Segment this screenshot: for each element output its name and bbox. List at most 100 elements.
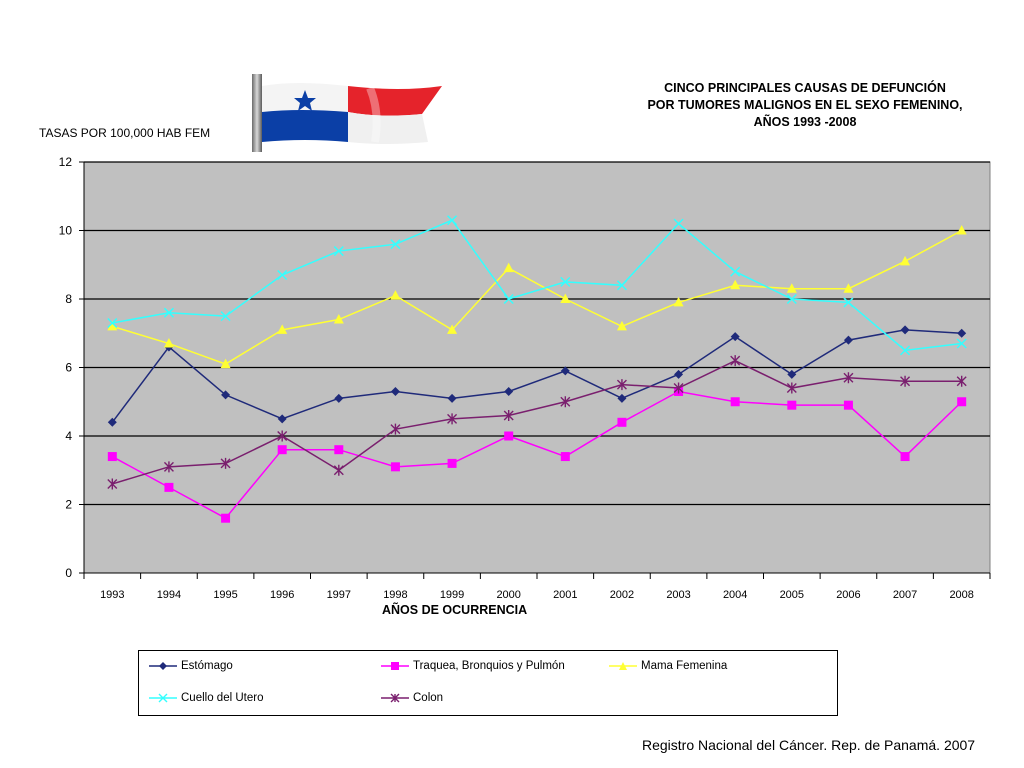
series-cuello-del-utero-point bbox=[560, 276, 571, 287]
y-tick-label: 4 bbox=[65, 429, 72, 443]
series-traquea-bronquios-y-pulmon-point bbox=[221, 513, 231, 523]
legend-label: Traquea, Bronquios y Pulmón bbox=[413, 660, 565, 672]
legend-label: Estómago bbox=[181, 660, 233, 672]
series-colon-point bbox=[616, 379, 627, 391]
chart-title-line-2: POR TUMORES MALIGNOS EN EL SEXO FEMENINO… bbox=[647, 98, 963, 112]
series-colon-point bbox=[107, 478, 118, 490]
legend-item-traquea-bronquios-y-pulmon: Traquea, Bronquios y Pulmón bbox=[381, 660, 565, 672]
series-mama-femenina-point bbox=[390, 290, 401, 300]
series-cuello-del-utero-point bbox=[673, 218, 684, 229]
series-traquea-bronquios-y-pulmon-point bbox=[730, 397, 740, 407]
series-mama-femenina-point bbox=[900, 255, 911, 266]
series-mama-femenina-line bbox=[112, 229, 963, 365]
x-tick-label: 1999 bbox=[440, 589, 464, 601]
y-tick-label: 2 bbox=[65, 498, 72, 512]
x-tick-label: 1995 bbox=[213, 589, 237, 601]
series-cuello-del-utero-point bbox=[843, 297, 854, 308]
legend-item-cuello-del-utero: Cuello del Utero bbox=[149, 692, 263, 704]
x-tick-label: 2001 bbox=[553, 589, 577, 601]
series-estomago-point bbox=[560, 366, 570, 376]
series-mama-femenina-point bbox=[560, 293, 571, 303]
series-cuello-del-utero-point bbox=[107, 317, 118, 329]
series-mama-femenina-point bbox=[220, 358, 231, 369]
series-colon-point bbox=[390, 423, 401, 435]
series-mama-femenina-point bbox=[616, 320, 627, 331]
series-estomago-point bbox=[221, 390, 231, 400]
series-colon-point bbox=[730, 355, 741, 367]
y-tick-label: 6 bbox=[65, 361, 72, 375]
series-colon-point bbox=[163, 461, 174, 473]
legend-label: Cuello del Utero bbox=[181, 692, 264, 704]
series-traquea-bronquios-y-pulmon-point bbox=[277, 445, 287, 455]
legend-label: Colon bbox=[413, 692, 444, 704]
series-traquea-bronquios-y-pulmon-point bbox=[957, 397, 967, 407]
series-colon-point bbox=[333, 464, 344, 476]
series-cuello-del-utero-point bbox=[220, 311, 231, 322]
series-cuello-del-utero-point bbox=[333, 246, 344, 257]
x-tick-label: 2007 bbox=[893, 589, 917, 601]
x-axis-label: AÑOS DE OCURRENCIA bbox=[382, 602, 527, 617]
x-tick-label: 1998 bbox=[383, 589, 407, 601]
x-tick-label: 2008 bbox=[949, 589, 973, 601]
x-tick-label: 2003 bbox=[666, 589, 690, 601]
series-mama-femenina-point bbox=[503, 262, 514, 273]
series-cuello-del-utero-line bbox=[112, 219, 962, 352]
legend-item-colon: Colon bbox=[381, 692, 443, 704]
series-cuello-del-utero-point bbox=[277, 269, 288, 281]
series-mama-femenina-point bbox=[673, 296, 684, 307]
series-estomago-point bbox=[277, 414, 287, 424]
series-estomago-point bbox=[787, 369, 797, 379]
series-traquea-bronquios-y-pulmon-point bbox=[107, 452, 117, 462]
series-traquea-bronquios-y-pulmon-point bbox=[504, 431, 514, 441]
series-cuello-del-utero-point bbox=[900, 345, 911, 356]
series-estomago-point bbox=[447, 393, 457, 403]
legend-item-estomago: Estómago bbox=[149, 660, 233, 672]
series-colon-point bbox=[220, 457, 231, 469]
series-colon-point bbox=[277, 430, 288, 442]
series-mama-femenina-point bbox=[956, 225, 967, 235]
series-colon-point bbox=[786, 382, 797, 394]
y-tick-label: 0 bbox=[65, 566, 72, 580]
series-estomago-point bbox=[504, 386, 514, 396]
x-tick-label: 2005 bbox=[780, 589, 804, 601]
series-estomago-point bbox=[900, 325, 910, 335]
series-cuello-del-utero-point bbox=[730, 266, 741, 277]
series-colon-point bbox=[503, 409, 514, 421]
x-tick-label: 2006 bbox=[836, 589, 860, 601]
series-colon-point bbox=[843, 372, 854, 384]
y-tick-label: 8 bbox=[65, 292, 72, 306]
legend-label: Mama Femenina bbox=[641, 660, 728, 672]
series-mama-femenina-point bbox=[843, 283, 854, 293]
series-estomago-point bbox=[730, 332, 740, 342]
series-mama-femenina-point bbox=[447, 324, 458, 334]
x-tick-label: 1994 bbox=[157, 589, 181, 601]
legend-swatch bbox=[381, 693, 409, 703]
legend-swatch bbox=[149, 662, 177, 670]
series-cuello-del-utero-point bbox=[390, 239, 401, 250]
chart-title: CINCO PRINCIPALES CAUSAS DE DEFUNCIÓN PO… bbox=[600, 80, 1010, 131]
legend-item-mama-femenina: Mama Femenina bbox=[609, 660, 727, 672]
series-traquea-bronquios-y-pulmon-point bbox=[843, 400, 853, 410]
series-estomago-point bbox=[390, 386, 400, 396]
source-note: Registro Nacional del Cáncer. Rep. de Pa… bbox=[642, 737, 976, 753]
x-tick-label: 2002 bbox=[610, 589, 634, 601]
y-tick-label: 12 bbox=[59, 155, 73, 169]
series-traquea-bronquios-y-pulmon-line bbox=[111, 390, 963, 520]
legend: Estómago Traquea, Bronquios y Pulmón Mama … bbox=[138, 650, 838, 716]
y-axis-label: TASAS POR 100,000 HAB FEM bbox=[39, 126, 211, 140]
series-cuello-del-utero-point bbox=[616, 280, 627, 291]
series-estomago-point bbox=[843, 335, 853, 345]
chart-title-line-3: AÑOS 1993 -2008 bbox=[753, 115, 857, 129]
series-colon-point bbox=[673, 382, 684, 394]
series-cuello-del-utero-point bbox=[956, 338, 967, 349]
series-cuello-del-utero-point bbox=[503, 293, 514, 305]
series-traquea-bronquios-y-pulmon-point bbox=[787, 400, 797, 410]
series-colon-line bbox=[112, 359, 962, 485]
series-mama-femenina-point bbox=[107, 320, 118, 331]
legend-swatch bbox=[609, 662, 637, 670]
series-estomago-point bbox=[674, 369, 684, 379]
panama-flag-icon bbox=[250, 72, 445, 154]
series-traquea-bronquios-y-pulmon-point bbox=[390, 462, 400, 472]
series-mama-femenina-point bbox=[163, 338, 174, 348]
series-traquea-bronquios-y-pulmon-point bbox=[617, 417, 627, 427]
